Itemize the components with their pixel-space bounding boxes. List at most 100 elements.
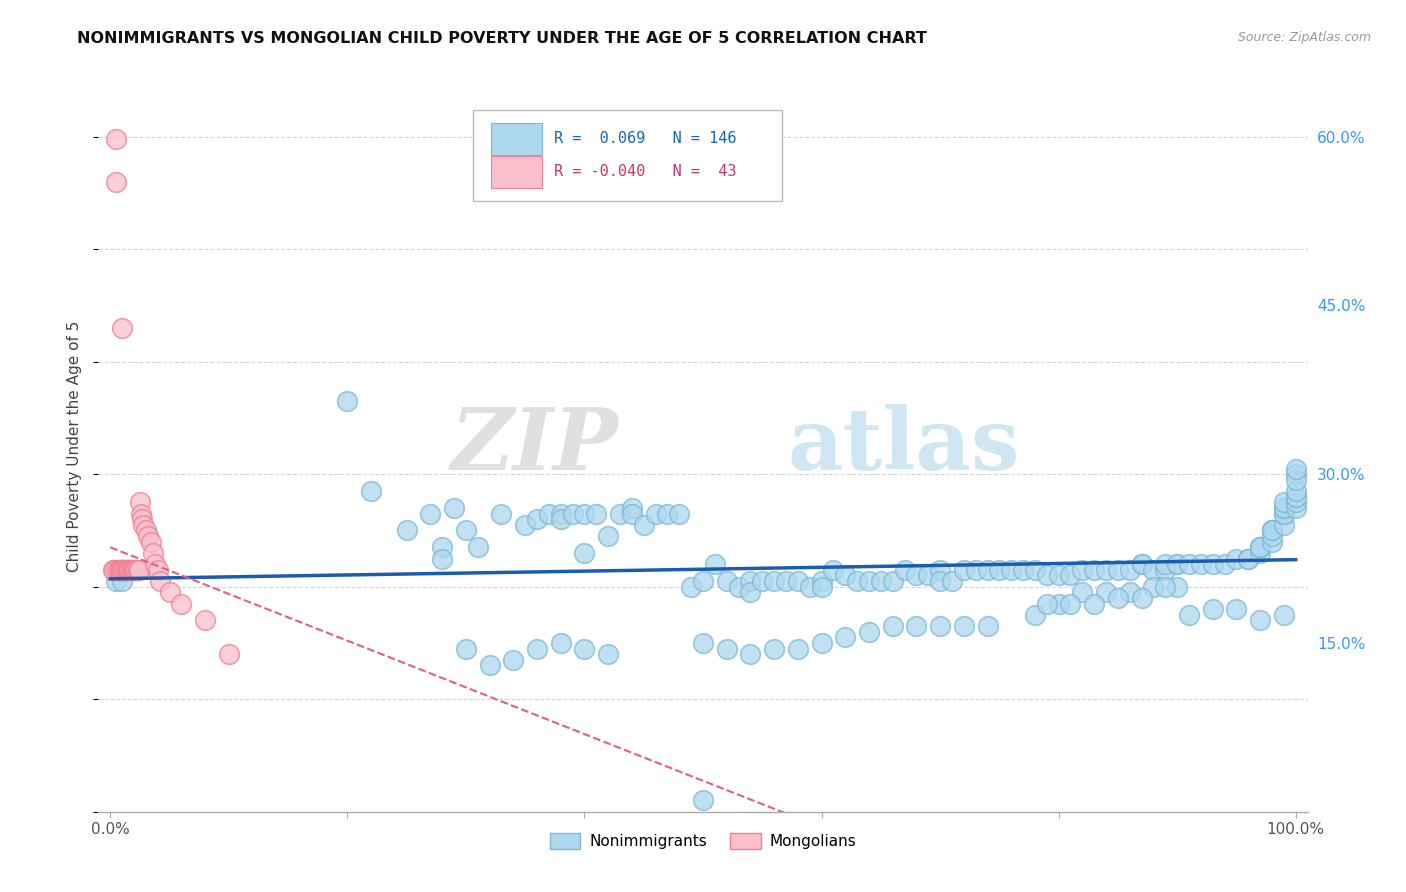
Point bbox=[609, 507, 631, 521]
Point bbox=[929, 574, 952, 588]
Point bbox=[1202, 602, 1225, 616]
Point bbox=[1059, 568, 1081, 582]
Point bbox=[105, 574, 128, 588]
Point bbox=[1249, 541, 1271, 555]
Point bbox=[110, 563, 132, 577]
Point bbox=[692, 574, 714, 588]
Point bbox=[786, 641, 808, 656]
Point bbox=[1272, 495, 1295, 509]
Point bbox=[121, 563, 143, 577]
Point bbox=[929, 619, 952, 633]
Text: Source: ZipAtlas.com: Source: ZipAtlas.com bbox=[1237, 31, 1371, 45]
Point bbox=[1012, 563, 1035, 577]
Point bbox=[132, 517, 155, 532]
Point bbox=[716, 574, 738, 588]
Point bbox=[515, 517, 537, 532]
Point bbox=[1119, 563, 1142, 577]
Point bbox=[117, 563, 139, 577]
Point bbox=[121, 563, 143, 577]
Point bbox=[858, 574, 880, 588]
Point bbox=[882, 574, 904, 588]
Point bbox=[834, 568, 856, 582]
Point bbox=[941, 574, 963, 588]
Point bbox=[1285, 500, 1308, 515]
Point bbox=[657, 507, 679, 521]
Point bbox=[1095, 585, 1118, 599]
Point bbox=[1166, 557, 1188, 571]
Point bbox=[1249, 541, 1271, 555]
Point bbox=[1083, 597, 1105, 611]
Point bbox=[108, 563, 131, 577]
Point bbox=[1130, 557, 1153, 571]
Point bbox=[1178, 557, 1201, 571]
Point bbox=[360, 483, 382, 498]
Point bbox=[810, 636, 832, 650]
Point bbox=[1154, 580, 1177, 594]
Point bbox=[598, 529, 620, 543]
Point bbox=[681, 580, 703, 594]
Point bbox=[1166, 580, 1188, 594]
Point bbox=[952, 563, 974, 577]
Point bbox=[893, 563, 915, 577]
Point bbox=[905, 619, 928, 633]
Point bbox=[336, 394, 359, 409]
Point bbox=[1285, 467, 1308, 482]
Point bbox=[114, 563, 136, 577]
Point bbox=[111, 563, 134, 577]
Point bbox=[111, 574, 134, 588]
Point bbox=[129, 507, 152, 521]
Point bbox=[1272, 507, 1295, 521]
Point bbox=[1202, 557, 1225, 571]
Point bbox=[124, 563, 146, 577]
Point bbox=[1213, 557, 1236, 571]
Point bbox=[633, 517, 655, 532]
Point bbox=[443, 500, 465, 515]
Point bbox=[121, 563, 143, 577]
Point bbox=[763, 641, 786, 656]
Point bbox=[432, 541, 454, 555]
Point bbox=[1107, 591, 1129, 605]
Point bbox=[114, 563, 136, 577]
Point bbox=[952, 619, 974, 633]
Point bbox=[823, 563, 845, 577]
Point bbox=[1154, 557, 1177, 571]
Point bbox=[751, 574, 773, 588]
Point bbox=[810, 580, 832, 594]
Point bbox=[929, 563, 952, 577]
Text: ZIP: ZIP bbox=[450, 404, 619, 488]
Point bbox=[1107, 563, 1129, 577]
Point bbox=[432, 551, 454, 566]
Point bbox=[1119, 585, 1142, 599]
Point bbox=[419, 507, 441, 521]
Point bbox=[143, 557, 166, 571]
Point bbox=[1024, 563, 1046, 577]
Point bbox=[1249, 541, 1271, 555]
Point bbox=[159, 585, 181, 599]
Point bbox=[1285, 473, 1308, 487]
Point bbox=[1272, 500, 1295, 515]
Point bbox=[170, 597, 193, 611]
Point bbox=[740, 647, 762, 661]
Point bbox=[108, 563, 131, 577]
Point bbox=[478, 658, 501, 673]
Point bbox=[620, 507, 643, 521]
Point bbox=[550, 636, 572, 650]
Text: R = -0.040   N =  43: R = -0.040 N = 43 bbox=[554, 164, 737, 179]
Point bbox=[786, 574, 808, 588]
Point bbox=[103, 563, 125, 577]
Point bbox=[1000, 563, 1022, 577]
Point bbox=[111, 321, 134, 335]
Point bbox=[125, 563, 148, 577]
Point bbox=[1154, 563, 1177, 577]
Point bbox=[1095, 563, 1118, 577]
Point bbox=[1237, 551, 1260, 566]
Point bbox=[467, 541, 489, 555]
Point bbox=[1285, 495, 1308, 509]
Y-axis label: Child Poverty Under the Age of 5: Child Poverty Under the Age of 5 bbox=[67, 320, 83, 572]
Point bbox=[763, 574, 786, 588]
Point bbox=[644, 507, 666, 521]
Point bbox=[846, 574, 869, 588]
Point bbox=[1272, 500, 1295, 515]
Point bbox=[1142, 563, 1164, 577]
Point bbox=[115, 563, 138, 577]
